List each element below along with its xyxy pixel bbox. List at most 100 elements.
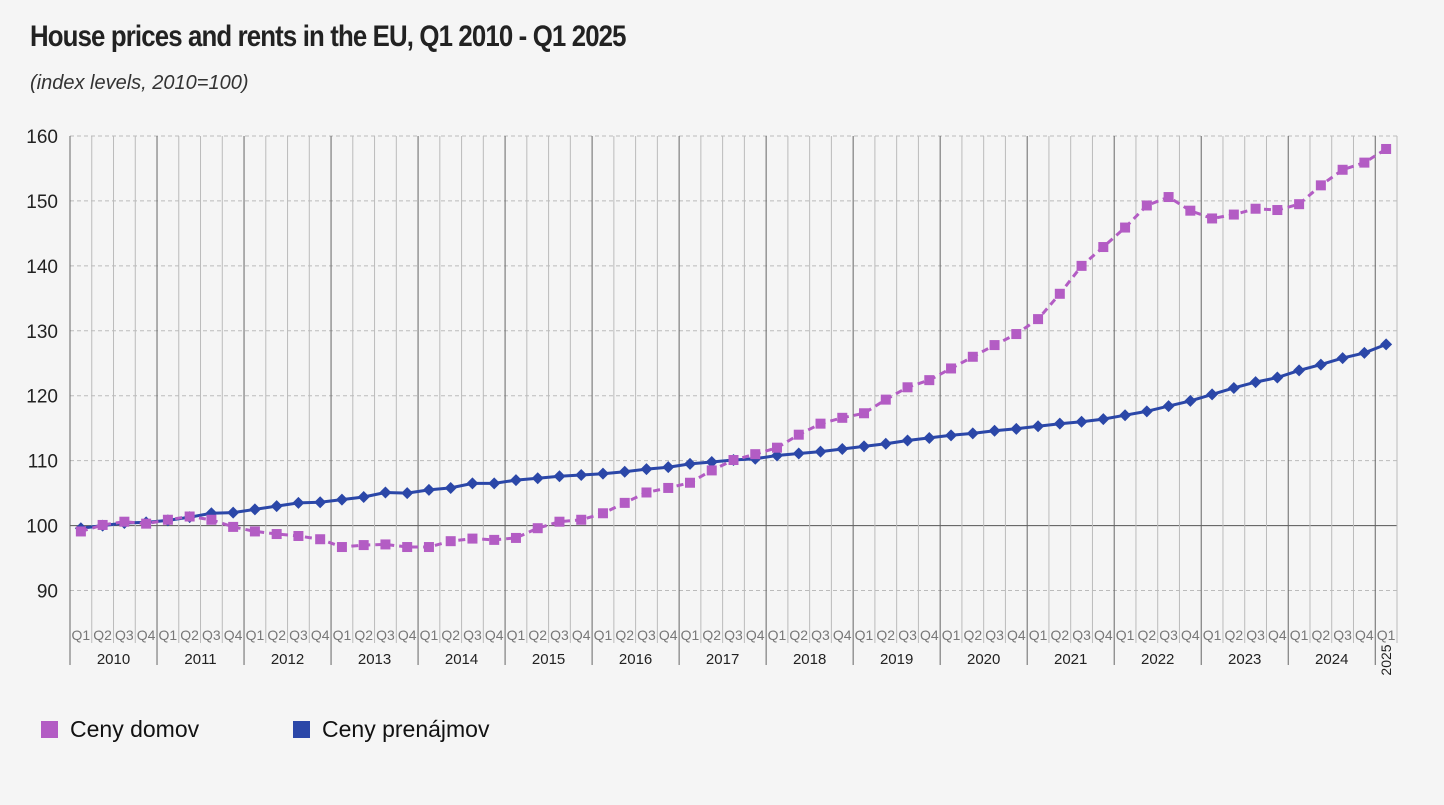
data-point-rents	[314, 496, 327, 509]
data-point-rents	[1075, 415, 1088, 428]
data-point-house-prices	[1011, 329, 1022, 340]
data-point-house-prices	[1337, 164, 1348, 175]
year-tick-label: 2011	[184, 651, 216, 668]
data-point-house-prices	[271, 529, 282, 540]
data-point-house-prices	[1185, 205, 1196, 216]
data-point-rents	[901, 434, 914, 447]
quarter-tick-label: Q3	[115, 627, 134, 643]
data-point-rents	[858, 440, 871, 453]
data-point-house-prices	[1207, 213, 1218, 224]
data-point-house-prices	[249, 526, 260, 537]
data-point-rents	[662, 461, 675, 474]
data-point-house-prices	[402, 542, 413, 553]
data-point-house-prices	[1294, 199, 1305, 210]
data-point-house-prices	[1381, 143, 1392, 154]
data-point-rents	[1162, 400, 1175, 413]
quarter-tick-label: Q1	[72, 627, 91, 643]
data-point-rents	[553, 470, 566, 483]
data-point-house-prices	[597, 508, 608, 519]
data-point-rents	[531, 472, 544, 485]
year-tick-label: 2013	[358, 651, 391, 668]
data-point-rents	[640, 463, 653, 476]
data-point-rents	[466, 477, 479, 490]
year-tick-label: 2012	[271, 651, 304, 668]
data-point-rents	[1227, 381, 1240, 394]
quarter-tick-label: Q2	[267, 627, 286, 643]
legend: Ceny domov Ceny prenájmov	[0, 716, 1444, 746]
year-tick-label: 2019	[880, 651, 913, 668]
data-point-rents	[422, 483, 435, 496]
data-point-house-prices	[293, 530, 304, 541]
data-point-rents	[292, 496, 305, 509]
quarter-tick-label: Q3	[550, 627, 569, 643]
data-point-house-prices	[510, 532, 521, 543]
quarter-tick-label: Q3	[898, 627, 917, 643]
quarter-tick-label: Q3	[463, 627, 482, 643]
data-point-house-prices	[706, 465, 717, 476]
data-point-house-prices	[924, 375, 935, 386]
data-point-house-prices	[837, 412, 848, 423]
data-point-house-prices	[946, 363, 957, 374]
quarter-tick-label: Q4	[1181, 627, 1200, 643]
data-point-house-prices	[641, 487, 652, 498]
data-point-house-prices	[663, 482, 674, 493]
data-point-house-prices	[162, 514, 173, 525]
data-point-rents	[945, 429, 958, 442]
data-point-house-prices	[1163, 192, 1174, 203]
data-point-rents	[227, 506, 240, 519]
year-tick-label: 2017	[706, 651, 739, 668]
year-tick-label: 2015	[532, 651, 565, 668]
quarter-tick-label: Q4	[311, 627, 330, 643]
y-tick-label: 90	[37, 582, 58, 603]
data-point-rents	[1184, 394, 1197, 407]
data-point-house-prices	[423, 542, 434, 553]
data-point-house-prices	[793, 429, 804, 440]
year-tick-label: 2010	[97, 651, 130, 668]
data-point-house-prices	[989, 340, 1000, 351]
quarter-tick-label: Q1	[420, 627, 439, 643]
quarter-tick-label: Q1	[1203, 627, 1222, 643]
quarter-tick-label: Q3	[1246, 627, 1265, 643]
data-point-house-prices	[967, 351, 978, 362]
quarter-tick-label: Q1	[1029, 627, 1048, 643]
data-point-house-prices	[554, 516, 565, 527]
quarter-tick-label: Q4	[920, 627, 939, 643]
data-point-rents	[923, 431, 936, 444]
year-tick-label: 2020	[967, 651, 1000, 668]
data-point-rents	[792, 447, 805, 460]
data-point-rents	[444, 481, 457, 494]
quarter-tick-label: Q1	[768, 627, 787, 643]
quarter-tick-label: Q2	[441, 627, 460, 643]
data-point-rents	[401, 487, 414, 500]
data-point-rents	[1053, 417, 1066, 430]
data-point-house-prices	[380, 539, 391, 550]
data-point-house-prices	[576, 514, 587, 525]
data-point-house-prices	[815, 418, 826, 429]
data-point-house-prices	[1359, 157, 1370, 168]
year-tick-label: 2021	[1054, 651, 1087, 668]
data-point-house-prices	[336, 542, 347, 553]
data-point-house-prices	[1054, 288, 1065, 299]
y-tick-label: 100	[26, 517, 58, 538]
quarter-tick-label: Q4	[659, 627, 678, 643]
data-point-rents	[357, 491, 370, 504]
data-point-house-prices	[119, 516, 130, 527]
data-point-rents	[1336, 352, 1349, 365]
legend-item-house-prices: Ceny domov	[41, 716, 199, 743]
quarter-tick-label: Q3	[1159, 627, 1178, 643]
quarter-tick-label: Q1	[507, 627, 526, 643]
quarter-tick-label: Q3	[202, 627, 221, 643]
data-point-rents	[1358, 346, 1371, 359]
quarter-tick-label: Q3	[376, 627, 395, 643]
year-tick-label: 2022	[1141, 651, 1174, 668]
y-tick-label: 120	[26, 387, 58, 408]
y-tick-label: 130	[26, 322, 58, 343]
data-point-house-prices	[728, 455, 739, 466]
data-point-rents	[1140, 405, 1153, 418]
quarter-tick-label: Q3	[811, 627, 830, 643]
data-point-house-prices	[141, 518, 152, 529]
quarter-tick-label: Q3	[1072, 627, 1091, 643]
data-point-house-prices	[358, 540, 369, 551]
year-tick-label: 2023	[1228, 651, 1261, 668]
